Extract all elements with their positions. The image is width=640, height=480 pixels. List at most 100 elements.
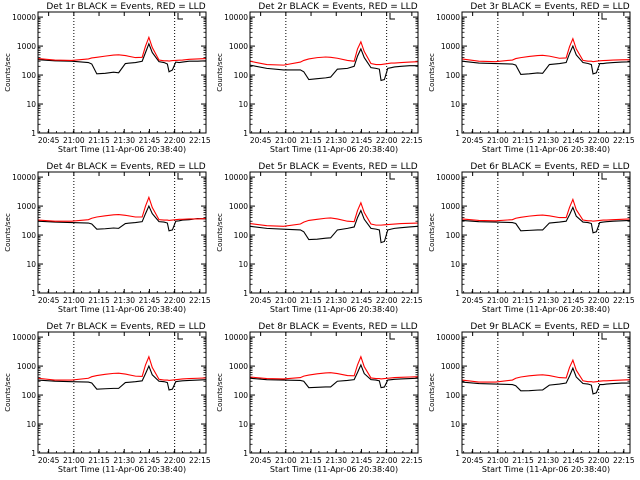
x-tick-label: 21:45 — [563, 456, 585, 465]
x-tick-label: 22:15 — [613, 136, 635, 145]
x-tick-label: 21:15 — [512, 136, 534, 145]
x-tick-label: 21:45 — [563, 136, 585, 145]
x-tick-label: 22:00 — [376, 456, 398, 465]
chart-title: Det 5r BLACK = Events, RED = LLD — [258, 162, 417, 172]
y-tick-label: 10 — [26, 260, 36, 269]
x-tick-label: 21:30 — [537, 456, 559, 465]
x-tick-label: 20:45 — [250, 136, 272, 145]
chart-panel-5: Det 5r BLACK = Events, RED = LLD 1 10 100 10… — [216, 162, 423, 314]
x-tick-label: 22:15 — [401, 296, 423, 305]
y-tick-label: 1000 — [441, 362, 460, 371]
y-tick-label: 10000 — [224, 333, 248, 342]
x-tick-label: 22:00 — [164, 456, 186, 465]
chart-title: Det 9r BLACK = Events, RED = LLD — [470, 322, 629, 332]
x-tick-label: 21:45 — [139, 456, 161, 465]
x-tick-label: 21:00 — [275, 136, 297, 145]
x-tick-label: 22:15 — [401, 136, 423, 145]
y-tick-label: 10000 — [12, 13, 36, 22]
y-axis-label: Counts/sec — [428, 373, 436, 412]
x-tick-label: 21:15 — [300, 456, 322, 465]
x-axis-label: Start Time (11-Apr-06 20:38:40) — [482, 145, 610, 154]
y-tick-label: 100 — [234, 71, 249, 80]
x-tick-label: 21:45 — [563, 296, 585, 305]
plot-frame — [461, 331, 631, 454]
x-tick-label: 22:15 — [401, 456, 423, 465]
x-tick-label: 20:45 — [38, 296, 60, 305]
y-axis-label: Counts/sec — [4, 53, 12, 92]
corner-bracket-mark — [177, 173, 183, 180]
y-tick-label: 100 — [22, 71, 37, 80]
y-tick-label: 100 — [446, 231, 461, 240]
x-tick-label: 21:15 — [300, 296, 322, 305]
series-line-lld — [37, 195, 207, 222]
y-tick-label: 100 — [234, 391, 249, 400]
y-tick-label: 1 — [455, 449, 460, 458]
x-tick-label: 21:00 — [275, 456, 297, 465]
y-tick-label: 1 — [243, 449, 248, 458]
x-tick-label: 21:15 — [300, 136, 322, 145]
y-axis-label: Counts/sec — [4, 213, 12, 252]
y-tick-label: 1 — [455, 289, 460, 298]
plot-frame — [249, 171, 419, 294]
x-tick-label: 21:45 — [351, 296, 373, 305]
series-line-events — [37, 204, 207, 232]
x-tick-label: 22:00 — [376, 136, 398, 145]
chart-panel-8: Det 8r BLACK = Events, RED = LLD 1 10 100 10… — [216, 322, 423, 474]
x-tick-label: 21:15 — [88, 296, 110, 305]
series-line-events — [249, 209, 419, 244]
x-tick-label: 21:30 — [325, 136, 347, 145]
series-line-lld — [249, 40, 419, 66]
plot-frame — [461, 11, 631, 134]
y-tick-label: 100 — [22, 231, 37, 240]
chart-panel-2: Det 2r BLACK = Events, RED = LLD 1 10 100 10… — [216, 2, 423, 154]
x-tick-label: 22:15 — [189, 456, 211, 465]
x-tick-label: 20:45 — [250, 296, 272, 305]
series-line-lld — [249, 355, 419, 380]
chart-panel-4: Det 4r BLACK = Events, RED = LLD 1 10 100 10… — [4, 162, 211, 314]
x-axis-label: Start Time (11-Apr-06 20:38:40) — [58, 305, 186, 314]
y-tick-label: 10000 — [436, 173, 460, 182]
y-tick-label: 1000 — [229, 42, 248, 51]
chart-title: Det 8r BLACK = Events, RED = LLD — [258, 322, 417, 332]
x-tick-label: 22:00 — [588, 296, 610, 305]
x-axis-label: Start Time (11-Apr-06 20:38:40) — [58, 145, 186, 154]
series-line-events — [249, 363, 419, 389]
x-tick-label: 22:15 — [189, 296, 211, 305]
x-tick-label: 22:00 — [164, 296, 186, 305]
x-tick-label: 22:00 — [164, 136, 186, 145]
series-line-lld — [37, 355, 207, 381]
plot-frame — [37, 11, 207, 134]
x-tick-label: 21:00 — [63, 136, 85, 145]
x-tick-label: 21:30 — [113, 136, 135, 145]
y-tick-label: 10 — [238, 260, 248, 269]
corner-bracket-mark — [177, 333, 183, 340]
corner-bracket-mark — [389, 333, 395, 340]
series-line-lld — [461, 197, 631, 222]
y-tick-label: 10000 — [12, 333, 36, 342]
x-tick-label: 20:45 — [38, 456, 60, 465]
x-tick-label: 21:30 — [325, 456, 347, 465]
x-tick-label: 22:15 — [189, 136, 211, 145]
plot-frame — [37, 171, 207, 294]
x-tick-label: 22:00 — [588, 456, 610, 465]
chart-title: Det 6r BLACK = Events, RED = LLD — [470, 162, 629, 172]
x-axis-label: Start Time (11-Apr-06 20:38:40) — [270, 305, 398, 314]
series-line-events — [461, 366, 630, 395]
x-tick-label: 20:45 — [250, 456, 272, 465]
y-tick-label: 10 — [450, 100, 460, 109]
x-tick-label: 21:30 — [537, 136, 559, 145]
y-tick-label: 1 — [31, 449, 36, 458]
y-axis-label: Counts/sec — [4, 373, 12, 412]
y-tick-label: 10 — [26, 420, 36, 429]
chart-panel-7: Det 7r BLACK = Events, RED = LLD 1 10 100 10… — [4, 322, 211, 474]
chart-title: Det 4r BLACK = Events, RED = LLD — [46, 162, 205, 172]
y-tick-label: 1000 — [17, 42, 36, 51]
x-tick-label: 21:30 — [113, 456, 135, 465]
x-tick-label: 21:15 — [88, 456, 110, 465]
y-axis-label: Counts/sec — [216, 373, 224, 412]
y-tick-label: 10000 — [12, 173, 36, 182]
x-tick-label: 21:15 — [88, 136, 110, 145]
series-line-events — [249, 47, 418, 82]
x-tick-label: 21:15 — [512, 296, 534, 305]
